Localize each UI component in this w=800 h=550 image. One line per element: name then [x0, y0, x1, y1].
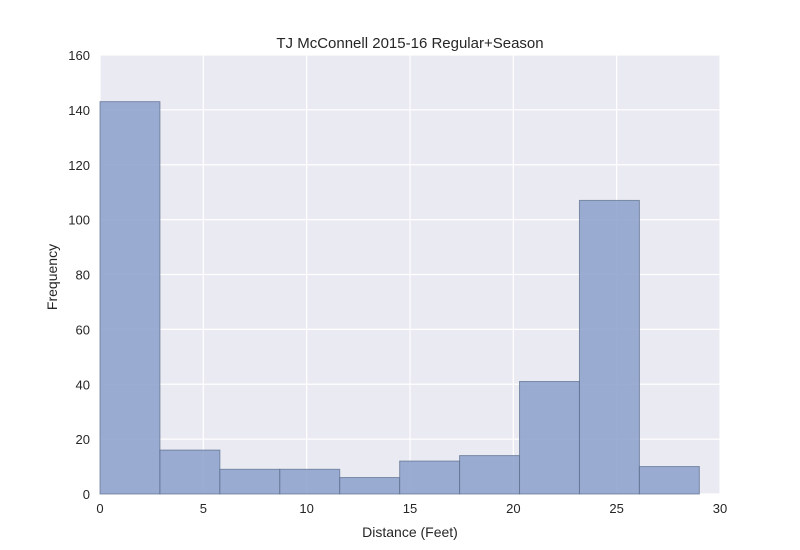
- histogram-bar: [638, 466, 700, 495]
- histogram-bar: [399, 460, 461, 495]
- histogram-bar: [159, 449, 221, 495]
- histogram-bar: [99, 101, 161, 495]
- x-tick-label: 5: [200, 501, 207, 516]
- x-tick-label: 10: [299, 501, 313, 516]
- x-tick-label: 15: [403, 501, 417, 516]
- histogram-bar: [459, 455, 521, 495]
- histogram-bar: [279, 468, 341, 495]
- y-tick-label: 120: [68, 158, 90, 173]
- chart-title: TJ McConnell 2015-16 Regular+Season: [276, 35, 543, 52]
- y-tick-label: 140: [68, 103, 90, 118]
- histogram-bar: [339, 477, 401, 495]
- y-tick-label: 100: [68, 213, 90, 228]
- y-tick-label: 40: [76, 377, 90, 392]
- x-tick-label: 30: [713, 501, 727, 516]
- histogram-bar: [519, 381, 580, 495]
- y-tick-label: 60: [76, 322, 90, 337]
- y-tick-label: 160: [68, 48, 90, 63]
- y-tick-label: 0: [83, 487, 90, 502]
- y-tick-label: 20: [76, 432, 90, 447]
- x-tick-label: 20: [506, 501, 520, 516]
- x-axis-label: Distance (Feet): [362, 524, 458, 540]
- plot-area: 0 5 10 15 20 25 30 0 20 40 60 80 100 120 140 160: [68, 48, 727, 516]
- x-tick-label: 0: [96, 501, 103, 516]
- x-tick-label: 25: [609, 501, 623, 516]
- histogram-bar: [219, 468, 281, 495]
- histogram-bar: [578, 199, 640, 495]
- y-tick-label: 80: [76, 268, 90, 283]
- y-axis-label: Frequency: [44, 244, 60, 310]
